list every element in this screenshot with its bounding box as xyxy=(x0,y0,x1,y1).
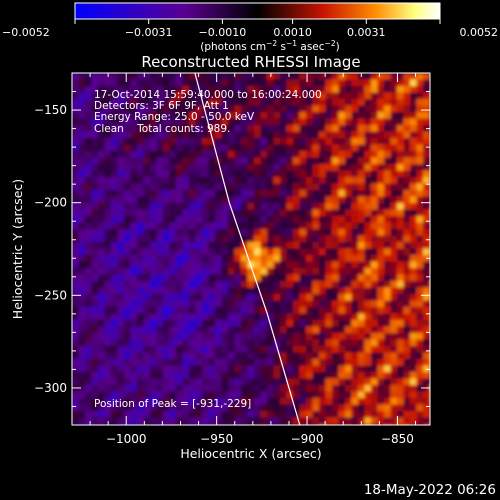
annotation-time-range: 17-Oct-2014 15:59:40.000 to 16:00:24.000 xyxy=(94,89,322,101)
colorbar-tick-label: 0.0010 xyxy=(273,26,312,39)
axis-ticks: −1000 −950 −900 −850 −150 −200 −250 −300 xyxy=(34,73,430,446)
annotation-counts: Clean Total counts: 989. xyxy=(94,123,230,135)
colorbar xyxy=(74,2,441,20)
colorbar-tick-label: −0.0031 xyxy=(125,26,173,39)
x-tick-label: −900 xyxy=(291,432,324,446)
x-tick-label: −850 xyxy=(381,432,414,446)
colorbar-ticks: −0.0052 −0.0031 −0.0010 0.0010 0.0031 0.0052 xyxy=(2,19,498,39)
heatmap-image xyxy=(72,73,430,425)
x-tick-label: −950 xyxy=(200,432,233,446)
annotation-detectors: Detectors: 3F 6F 9F, Att 1 xyxy=(94,100,229,112)
y-tick-label: −200 xyxy=(34,196,67,210)
solar-limb-line xyxy=(194,73,301,425)
footer-timestamp: 18-May-2022 06:26 xyxy=(364,482,496,498)
annotation-energy-range: Energy Range: 25.0 - 50.0 keV xyxy=(94,111,255,123)
colorbar-units: (photons cm−2 s−1 asec−2) xyxy=(200,39,339,53)
y-tick-label: −250 xyxy=(34,288,67,302)
y-tick-label: −150 xyxy=(34,103,67,117)
colorbar-tick-label: −0.0010 xyxy=(199,26,247,39)
colorbar-tick-label: 0.0031 xyxy=(347,26,386,39)
y-axis-label: Heliocentric Y (arcsec) xyxy=(10,179,25,319)
chart-title: Reconstructed RHESSI Image xyxy=(141,53,360,71)
x-axis-label: Heliocentric X (arcsec) xyxy=(180,446,321,461)
annotation-block: 17-Oct-2014 15:59:40.000 to 16:00:24.000… xyxy=(94,89,322,135)
colorbar-tick-label: −0.0052 xyxy=(2,26,50,39)
plot-area xyxy=(72,73,430,425)
plot-frame xyxy=(71,72,431,426)
peak-position-label: Position of Peak = [-931,-229] xyxy=(94,398,251,410)
y-tick-label: −300 xyxy=(34,381,67,395)
x-tick-label: −1000 xyxy=(106,432,147,446)
colorbar-tick-label: 0.0052 xyxy=(460,26,499,39)
